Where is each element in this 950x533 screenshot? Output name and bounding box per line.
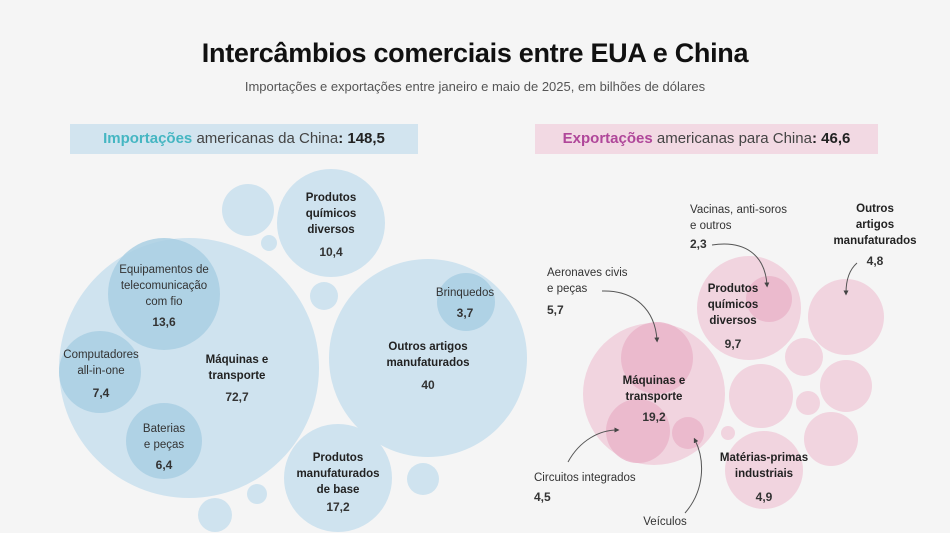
bubble-exports-minor	[796, 391, 820, 415]
exports-materias-value: 4,9	[755, 490, 773, 504]
bubble-exports-vacinas	[746, 276, 792, 322]
exports-accent-label: Exportações	[562, 130, 653, 147]
bubble-imports-telecom	[108, 238, 220, 350]
bubble-exports-outros	[808, 279, 884, 355]
imports-brinquedos-value: 3,7	[456, 306, 474, 320]
imports-baterias-value: 6,4	[155, 458, 173, 472]
exports-outros-value: 4,8	[866, 254, 884, 268]
bubble-exports-minor	[804, 412, 858, 466]
imports-computadores-value: 7,4	[92, 386, 110, 400]
imports-manufaturados-base-label: Produtos manufaturados de base	[296, 452, 380, 496]
exports-maquinas-label: Máquinas e transporte	[622, 375, 686, 403]
exports-aeronaves-label: Aeronaves civis e peças	[547, 267, 628, 295]
bubble-exports-veiculos	[672, 417, 704, 449]
bubble-imports-minor	[261, 235, 277, 251]
arrow-aeronaves	[601, 290, 660, 343]
bubble-exports-materias	[725, 431, 803, 509]
bubble-imports-brinquedos	[437, 273, 495, 331]
bubble-imports-minor	[222, 184, 274, 236]
bubble-imports-minor	[247, 484, 267, 504]
imports-baterias-label: Baterias e peças	[142, 423, 186, 451]
bubble-exports-minor	[820, 360, 872, 412]
bubble-exports-aeronaves	[621, 322, 693, 394]
imports-maquinas-value: 72,7	[225, 390, 249, 404]
bubble-exports-minor	[729, 364, 793, 428]
imports-brinquedos-label: Brinquedos	[435, 287, 495, 299]
exports-quimicos-label: Produtos químicos diversos	[707, 283, 759, 327]
bubble-imports-computadores	[59, 331, 141, 413]
imports-label: americanas da China	[192, 130, 339, 147]
bubble-imports-minor	[407, 463, 439, 495]
imports-quimicos-label: Produtos químicos diversos	[305, 192, 357, 236]
page-subtitle: Importações e exportações entre janeiro …	[244, 79, 706, 94]
exports-maquinas-value: 19,2	[642, 410, 666, 424]
exports-label: americanas para China	[652, 130, 812, 147]
bubble-imports-minor	[198, 498, 232, 532]
exports-circuitos-value: 4,5	[534, 490, 551, 504]
bubble-imports-minor	[310, 282, 338, 310]
exports-vacinas-label: Vacinas, anti-soros e outros	[690, 204, 787, 232]
imports-telecom-value: 13,6	[152, 315, 176, 329]
bubble-exports-minor	[785, 338, 823, 376]
exports-veiculos-label: Veículos	[643, 516, 687, 528]
exports-circuitos-label: Circuitos integrados	[534, 472, 636, 484]
imports-outros-value: 40	[421, 378, 435, 392]
imports-accent-label: Importações	[103, 130, 193, 147]
arrow-veiculos	[684, 437, 703, 514]
exports-aeronaves-value: 5,7	[547, 303, 564, 317]
bubble-exports-circuitos	[606, 399, 670, 463]
imports-manufaturados-base-value: 17,2	[326, 500, 350, 514]
arrow-circuitos	[567, 427, 620, 463]
exports-total: : 46,6	[811, 130, 851, 147]
exports-outros-label: Outros artigos manufaturados	[833, 203, 917, 247]
bubble-exports-minor	[721, 426, 735, 440]
page-title: Intercâmbios comerciais entre EUA e Chin…	[201, 38, 749, 68]
exports-quimicos-value: 9,7	[724, 337, 742, 351]
imports-header: Importações americanas da China: 148,5	[70, 124, 418, 154]
bubble-imports-manufaturados-base	[284, 424, 392, 532]
imports-total: : 148,5	[338, 130, 385, 147]
exports-materias-label: Matérias-primas industriais	[719, 452, 809, 480]
arrow-vacinas	[711, 243, 770, 288]
exports-header: Exportações americanas para China: 46,6	[535, 124, 878, 154]
imports-telecom-label: Equipamentos de telecomunicação com fio	[119, 264, 209, 308]
imports-outros-label: Outros artigos manufaturados	[386, 341, 470, 369]
arrow-outros-artigos	[843, 262, 858, 296]
imports-quimicos-value: 10,4	[319, 245, 343, 259]
exports-vacinas-value: 2,3	[690, 237, 707, 251]
bubble-imports-quimicos	[277, 169, 385, 277]
bubble-imports-baterias	[126, 403, 202, 479]
imports-computadores-label: Computadores all-in-one	[63, 349, 139, 377]
imports-maquinas-label: Máquinas e transporte	[205, 354, 269, 382]
